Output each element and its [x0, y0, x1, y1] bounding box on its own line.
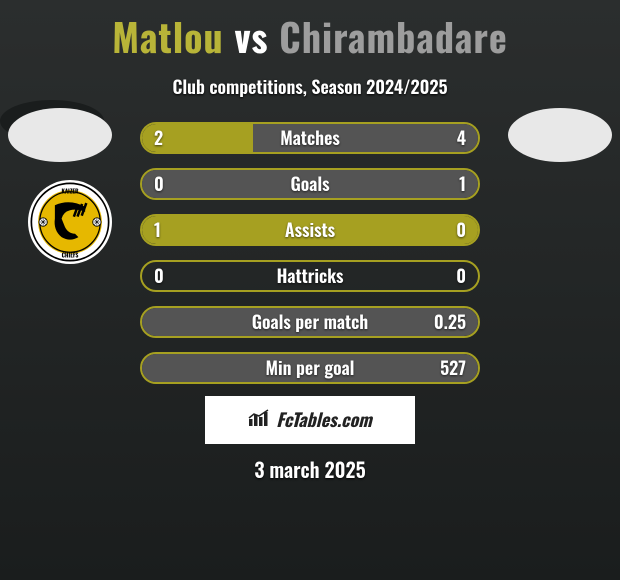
svg-text:CHIEFS: CHIEFS [62, 250, 79, 259]
title-player2: Chirambadare [279, 8, 508, 64]
stat-row: 527Min per goal [140, 352, 480, 384]
chart-icon [248, 407, 270, 433]
stat-label: Min per goal [142, 355, 478, 381]
subtitle: Club competitions, Season 2024/2025 [0, 74, 620, 100]
svg-text:KAIZER: KAIZER [62, 186, 79, 195]
stat-label: Assists [142, 217, 478, 243]
stat-label: Goals per match [142, 309, 478, 335]
branding-text: FcTables.com [276, 407, 371, 433]
player2-photo [508, 108, 612, 162]
stat-row: 10Assists [140, 214, 480, 246]
stat-row: 01Goals [140, 168, 480, 200]
stat-label: Hattricks [142, 263, 478, 289]
stat-label: Goals [142, 171, 478, 197]
stat-row: 24Matches [140, 122, 480, 154]
title-vs: vs [234, 8, 268, 64]
branding-banner: FcTables.com [205, 396, 415, 444]
player1-club-badge: KAIZER CHIEFS [28, 180, 112, 264]
page-title: Matlou vs Chirambadare [0, 0, 620, 64]
title-player1: Matlou [112, 8, 224, 64]
player1-photo [8, 108, 112, 162]
stat-label: Matches [142, 125, 478, 151]
date-text: 3 march 2025 [0, 454, 620, 484]
stats-container: 24Matches 01Goals 10Assists 00Hattricks 0.25… [140, 122, 480, 398]
stat-row: 00Hattricks [140, 260, 480, 292]
stat-row: 0.25Goals per match [140, 306, 480, 338]
